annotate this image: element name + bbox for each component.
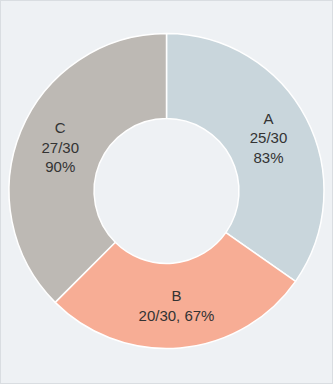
svg-text:C27/3090%: C27/3090%: [42, 119, 80, 175]
svg-text:B20/30, 67%: B20/30, 67%: [139, 287, 215, 324]
svg-text:A25/3083%: A25/3083%: [250, 110, 288, 166]
